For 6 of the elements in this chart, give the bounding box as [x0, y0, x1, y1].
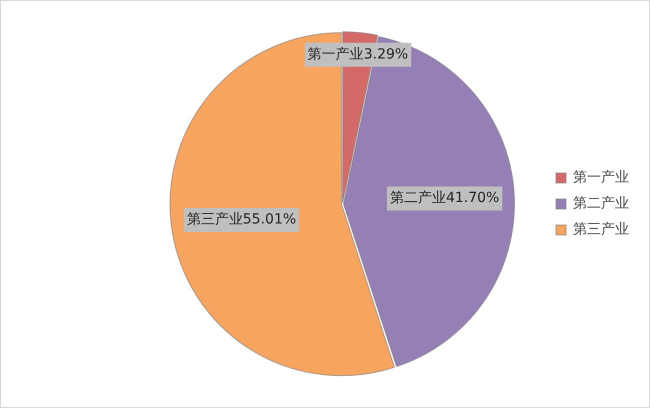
- legend-label: 第二产业: [573, 196, 629, 212]
- legend-label: 第三产业: [573, 222, 629, 238]
- data-label: 第二产业41.70%: [390, 190, 500, 206]
- data-label: 第三产业55.01%: [186, 212, 296, 228]
- data-label: 第一产业3.29%: [308, 46, 408, 62]
- legend-label: 第一产业: [573, 170, 629, 186]
